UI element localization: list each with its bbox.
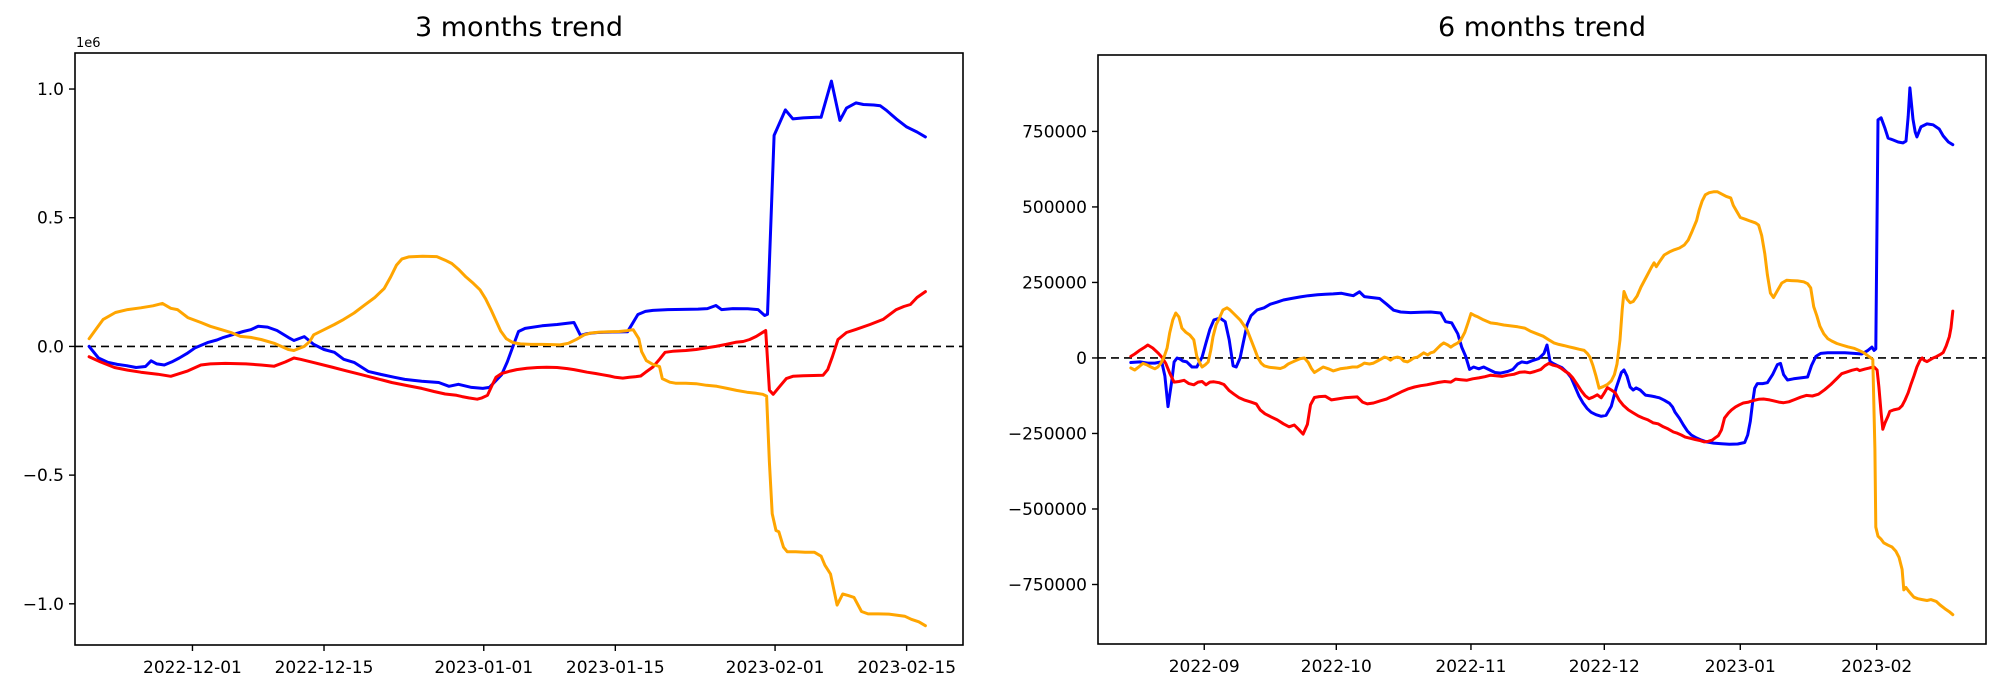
series-group [1129, 86, 1955, 617]
x-tick-label: 2023-01-01 [434, 658, 533, 678]
y-tick-label: 750000 [1022, 122, 1087, 142]
series-line-red [1129, 309, 1955, 444]
x-tick-label: 2022-12 [1569, 657, 1640, 677]
y-tick-label: 250000 [1022, 273, 1087, 293]
y-tick-label: −250000 [1008, 424, 1087, 444]
x-tick-label: 2023-02 [1841, 657, 1912, 677]
y-tick-label: −500000 [1008, 500, 1087, 520]
series-group [87, 79, 927, 628]
x-tick-label: 2022-10 [1301, 657, 1372, 677]
plot-border [1097, 54, 1987, 645]
y-tick-label: 500000 [1022, 198, 1087, 218]
series-line-blue [1129, 86, 1955, 446]
x-tick-label: 2023-02-15 [857, 658, 956, 678]
y-tick-label: −0.5 [23, 466, 64, 486]
x-tick-label: 2022-09 [1169, 657, 1240, 677]
chart-title-right: 6 months trend [1438, 12, 1646, 43]
y-tick-label: 0.5 [37, 209, 64, 229]
y-tick-label: 1.0 [37, 80, 64, 100]
chart-title-left: 3 months trend [415, 12, 623, 43]
y-tick-label: −750000 [1008, 575, 1087, 595]
series-line-orange [87, 254, 927, 628]
x-tick-label: 2022-12-01 [143, 658, 242, 678]
series-line-blue [87, 79, 927, 390]
x-tick-label: 2023-02-01 [726, 658, 825, 678]
plot-border [74, 52, 964, 646]
y-tick-label: 0 [1076, 349, 1087, 369]
series-line-orange [1129, 190, 1955, 617]
x-tick-label: 2022-12-15 [275, 658, 374, 678]
y-tick-label: 0.0 [37, 337, 64, 357]
y-tick-label: −1.0 [23, 595, 64, 615]
x-tick-label: 2022-11 [1435, 657, 1506, 677]
x-tick-label: 2023-01-15 [566, 658, 665, 678]
x-tick-label: 2023-01 [1705, 657, 1776, 677]
axis-offset-label-1e6: 1e6 [76, 36, 101, 51]
chart-6-months-trend: 2022-09 2022-10 2022-11 2022-12 2023-01 2023-… [1008, 54, 1987, 677]
series-line-red [87, 290, 927, 401]
chart-3-months-trend: 2022-12-01 2022-12-15 2023-01-01 2023-01-15… [23, 52, 964, 678]
